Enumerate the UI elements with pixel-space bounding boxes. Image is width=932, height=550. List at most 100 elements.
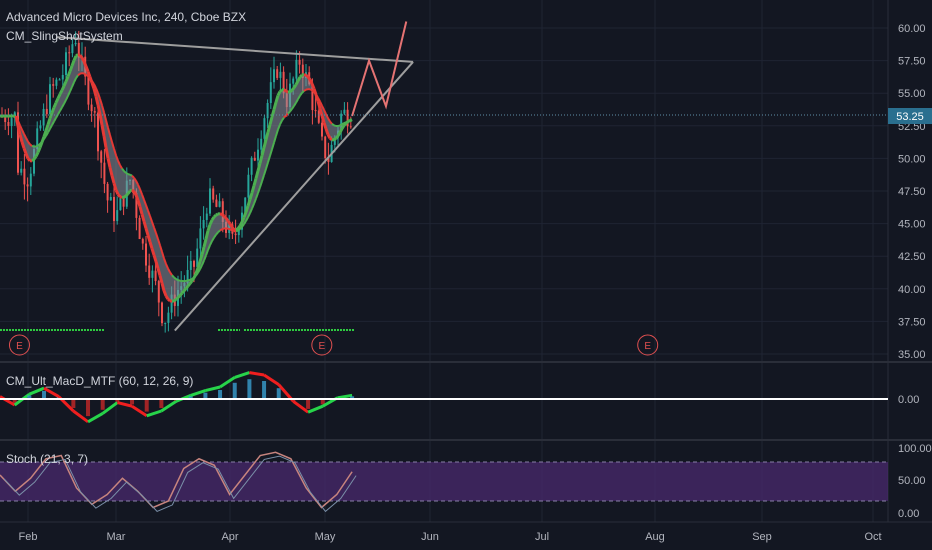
ema-fast-segment [274,95,280,103]
ema-slow-segment [313,91,317,96]
candle-down [93,111,96,113]
indicator-title-macd[interactable]: CM_Ult_MacD_MTF (60, 12, 26, 9) [6,374,193,388]
ema-slow-segment [51,121,55,126]
ema-slow-segment [167,268,171,273]
candle-down [157,281,160,303]
ema-fast-segment [285,89,289,94]
ema-slow-segment [215,231,219,236]
ema-slow-segment [245,216,249,222]
ema-slow-segment [121,167,125,172]
ema-slow-segment [101,104,105,113]
ema-slow-segment [257,186,261,194]
trendline-upper[interactable] [56,36,414,63]
macd-histogram-bar [100,399,105,410]
ema-slow-segment [73,77,77,83]
ema-slow-segment [99,98,103,106]
candle-down [282,71,285,94]
ema-slow-segment [25,137,29,143]
candle-up [58,79,61,81]
projection-path[interactable] [351,21,408,117]
ema-fast-segment [180,289,186,295]
macd-histogram-bar [27,395,32,399]
macd-histogram-bar [232,382,237,399]
candle-up [237,229,240,236]
ema-fast-segment [152,254,158,262]
candle-down [212,188,215,200]
ema-slow-segment [201,260,205,266]
ema-fast-segment [102,135,108,148]
ema-slow-segment [259,181,263,188]
ema-fast-segment [31,158,35,163]
earnings-marker[interactable] [8,334,30,356]
ema-slow-segment [273,135,277,143]
symbol-title[interactable]: Advanced Micro Devices Inc, 240, Cboe BZ… [6,10,246,24]
ema-slow-segment [265,162,269,170]
ema-slow-segment [247,212,251,218]
ema-slow-segment [31,145,35,148]
ema-slow-segment [191,276,195,280]
ema-slow-segment [157,238,161,246]
indicator-title-slingshot[interactable]: CM_SlingShotSystem [6,29,123,43]
ema-fast-segment [68,65,74,72]
ema-slow-segment [123,170,127,174]
ema-fast-segment [138,206,144,215]
ema-slow-segment [197,268,201,274]
ema-slow-segment [79,72,83,75]
ema-slow-segment [111,141,115,150]
candle-up [109,196,112,201]
ema-fast-segment [156,267,162,276]
candle-up [71,44,74,54]
ema-fast-segment [338,127,344,134]
ema-fast-segment [202,238,208,248]
ema-fast-segment [238,221,244,227]
ema-slow-segment [325,113,329,119]
candle-up [209,188,211,214]
ema-fast-segment [334,134,340,140]
ema-fast-segment [46,117,52,126]
price-tick-label: 37.50 [898,316,926,328]
earnings-marker[interactable] [637,334,659,356]
candle-up [10,118,13,126]
ema-slow-segment [49,124,53,130]
ema-slow-segment [47,128,51,134]
ema-fast-segment [292,83,298,89]
candle-down [193,260,195,267]
ema-fast-segment [182,287,188,292]
ema-fast-segment [256,162,262,172]
candle-up [340,113,343,131]
price-tick-label: 40.00 [898,284,926,296]
trendline-lower[interactable] [174,61,414,332]
indicator-title-stoch[interactable]: Stoch (21, 3, 7) [6,452,88,466]
ema-fast-segment [94,95,100,106]
ema-slow-segment [23,133,27,139]
ema-slow-segment [339,123,343,127]
ema-slow-segment [133,177,137,182]
ema-fast-segment [86,70,92,78]
ema-slow-segment [211,237,215,242]
ema-fast-segment [119,195,123,199]
candle-up [167,312,170,323]
ema-fast-segment [188,280,194,285]
candle-up [279,71,282,78]
ema-slow-segment [91,80,95,85]
ema-fast-segment [305,74,309,79]
ema-fast-segment [228,223,234,228]
ema-fast-segment [186,282,192,287]
ema-slow-segment [29,143,33,147]
ema-fast-segment [171,299,175,303]
ema-slow-segment [97,92,101,100]
macd-histogram-bar [188,396,193,399]
ema-fast-segment [244,205,250,213]
candle-up [151,270,154,278]
ema-slow-segment [251,203,255,210]
earnings-marker[interactable] [311,334,333,356]
ema-fast-segment [144,227,150,236]
price-tick-label: 45.00 [898,219,926,231]
ema-slow-segment [293,102,297,107]
macd-segment [146,409,162,418]
macd-segment [43,386,60,398]
ema-fast-segment [112,182,118,191]
ema-fast-segment [104,147,110,159]
candle-down [324,136,327,159]
